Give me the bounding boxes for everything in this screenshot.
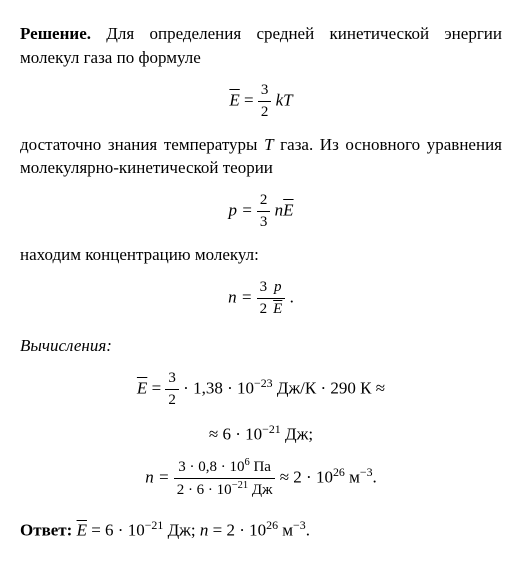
answer-line: Ответ: E = 6 · 10−21 Дж; n = 2 · 1026 м−…	[20, 517, 502, 542]
calc-1a: E = 32 · 1,38 · 10−23 Дж/К · 290 К ≈	[20, 368, 502, 411]
formula-3: n = 32pE .	[20, 277, 502, 320]
p2: достаточно знания температуры T газа. Из…	[20, 133, 502, 181]
formula-1: E = 32 kT	[20, 80, 502, 123]
p1: Для определения средней кинетической эне…	[20, 24, 502, 67]
heading: Решение.	[20, 24, 91, 43]
calc-heading: Вычисления:	[20, 334, 502, 358]
calc-1b: ≈ 6 · 10−21 Дж;	[20, 421, 502, 446]
solution-intro: Решение. Для определения средней кинетич…	[20, 22, 502, 70]
p3: находим концентрацию молекул:	[20, 243, 502, 267]
formula-2: p = 23 nE	[20, 190, 502, 233]
calc-2: n = 3 · 0,8 · 106 Па2 · 6 · 10−21 Дж ≈ 2…	[20, 456, 502, 501]
f1-lhs: E	[229, 90, 239, 109]
